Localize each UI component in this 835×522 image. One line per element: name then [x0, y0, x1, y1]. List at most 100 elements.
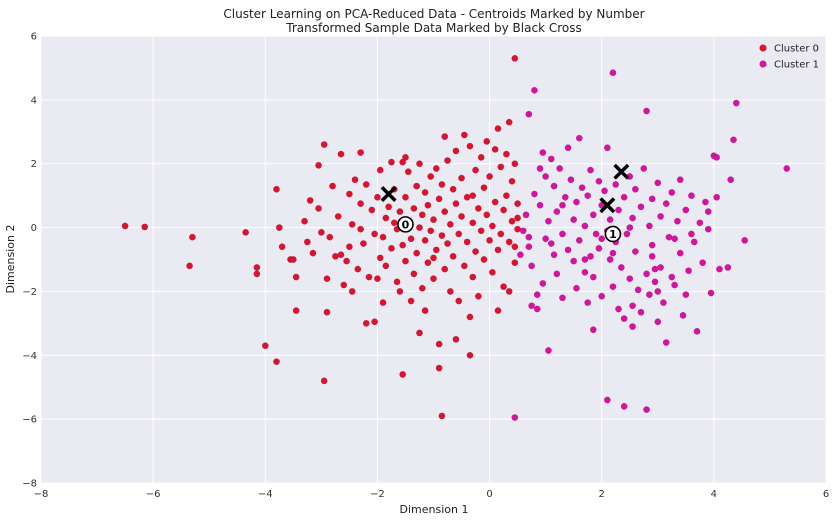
data-point-cluster-1	[648, 241, 656, 249]
data-point-cluster-1	[539, 279, 547, 287]
data-point-cluster-0	[382, 262, 390, 270]
data-point-cluster-0	[477, 227, 485, 235]
chart-title-line1: Cluster Learning on PCA-Reduced Data - C…	[223, 7, 644, 21]
data-point-cluster-0	[418, 211, 426, 219]
data-point-cluster-1	[542, 235, 550, 243]
data-point-cluster-1	[643, 107, 651, 115]
data-point-cluster-1	[629, 323, 637, 330]
data-point-cluster-0	[337, 150, 345, 158]
data-point-cluster-0	[410, 204, 418, 212]
data-point-cluster-1	[687, 230, 695, 238]
x-tick-label: 4	[711, 489, 717, 500]
data-point-cluster-0	[491, 145, 499, 153]
data-point-cluster-0	[505, 238, 513, 246]
data-point-cluster-0	[491, 198, 499, 206]
data-point-cluster-1	[671, 235, 679, 243]
data-point-cluster-1	[536, 165, 544, 172]
data-point-cluster-1	[542, 173, 550, 180]
data-point-cluster-0	[469, 219, 477, 227]
legend: Cluster 0 Cluster 1	[759, 44, 819, 71]
data-point-cluster-0	[292, 273, 300, 281]
data-point-cluster-0	[508, 177, 516, 185]
data-point-cluster-1	[533, 291, 541, 299]
data-point-cluster-0	[121, 222, 129, 230]
data-point-cluster-0	[497, 163, 505, 171]
data-point-cluster-0	[494, 246, 502, 254]
data-point-cluster-1	[525, 243, 533, 251]
data-point-cluster-0	[323, 275, 331, 283]
data-point-cluster-0	[424, 201, 432, 209]
data-point-cluster-0	[387, 158, 395, 166]
data-point-cluster-1	[620, 402, 628, 410]
data-point-cluster-1	[662, 339, 670, 346]
data-point-cluster-0	[449, 252, 457, 260]
data-point-cluster-0	[416, 224, 423, 232]
data-point-cluster-0	[444, 157, 451, 164]
data-point-cluster-1	[570, 257, 578, 265]
data-point-cluster-0	[430, 254, 437, 262]
data-point-cluster-0	[511, 243, 519, 251]
data-point-cluster-0	[345, 190, 353, 198]
data-point-cluster-0	[435, 340, 443, 348]
data-point-cluster-0	[289, 256, 297, 263]
data-point-cluster-0	[432, 165, 440, 172]
data-point-cluster-0	[469, 273, 477, 281]
data-point-cluster-1	[595, 177, 603, 185]
data-point-cluster-1	[716, 265, 723, 273]
centroid-circle	[604, 225, 622, 243]
data-point-cluster-1	[589, 273, 597, 281]
data-point-cluster-0	[421, 236, 429, 244]
data-point-cluster-0	[416, 329, 423, 337]
data-point-cluster-1	[623, 230, 631, 238]
data-point-cluster-0	[253, 264, 261, 271]
x-tick-label: 2	[599, 489, 605, 500]
data-point-cluster-0	[399, 158, 407, 166]
data-point-cluster-0	[483, 211, 491, 219]
data-point-cluster-0	[435, 364, 443, 372]
data-point-cluster-1	[783, 165, 791, 172]
legend-label-cluster-1: Cluster 1	[774, 60, 819, 71]
data-point-cluster-1	[620, 315, 628, 323]
data-point-cluster-0	[399, 241, 407, 249]
data-point-cluster-1	[617, 264, 625, 271]
data-point-cluster-0	[486, 236, 494, 244]
data-point-cluster-0	[452, 335, 460, 343]
grid-lines	[40, 35, 827, 484]
data-point-cluster-1	[626, 224, 634, 232]
data-point-cluster-1	[643, 270, 651, 278]
data-point-cluster-0	[413, 182, 421, 190]
data-point-cluster-1	[606, 216, 614, 224]
data-point-cluster-0	[446, 287, 454, 295]
data-point-cluster-0	[460, 131, 468, 139]
data-point-cluster-1	[547, 240, 555, 247]
sample-cross-marker	[380, 186, 397, 203]
data-point-cluster-1	[640, 165, 648, 172]
data-point-cluster-0	[309, 249, 317, 257]
data-point-cluster-0	[348, 287, 356, 295]
data-point-cluster-1	[581, 222, 589, 230]
data-point-cluster-0	[435, 195, 443, 203]
data-point-cluster-1	[679, 311, 687, 319]
data-point-cluster-0	[427, 227, 435, 235]
data-point-cluster-1	[671, 281, 679, 289]
data-point-cluster-0	[466, 142, 474, 150]
data-point-cluster-0	[390, 219, 398, 227]
data-point-cluster-0	[337, 251, 345, 259]
data-point-cluster-1	[553, 270, 561, 278]
data-point-cluster-0	[371, 230, 379, 238]
data-point-cluster-1	[629, 302, 637, 310]
data-point-cluster-1	[682, 206, 690, 214]
data-point-cluster-0	[357, 149, 365, 156]
y-tick-label: −6	[22, 415, 37, 426]
data-point-cluster-1	[564, 246, 572, 254]
data-point-cluster-0	[362, 181, 370, 188]
y-tick-label: 4	[31, 95, 37, 106]
data-point-cluster-0	[306, 196, 314, 204]
data-point-cluster-1	[584, 192, 592, 200]
data-point-cluster-0	[382, 214, 390, 222]
sample-cross-marker	[599, 197, 616, 214]
data-point-cluster-1	[603, 144, 611, 152]
x-tick-label: 6	[823, 489, 829, 500]
data-point-cluster-1	[559, 294, 566, 302]
data-point-cluster-0	[320, 141, 328, 149]
